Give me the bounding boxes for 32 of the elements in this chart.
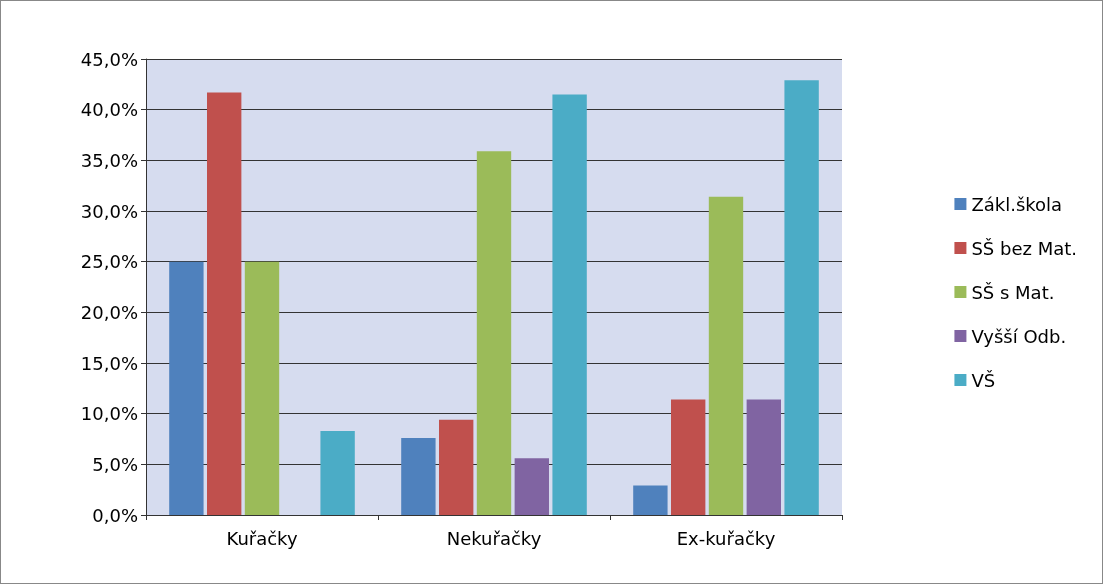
legend-label: VŠ xyxy=(971,369,996,391)
y-tick-label: 5,0% xyxy=(92,453,138,475)
bar xyxy=(514,458,549,515)
y-tick-label: 45,0% xyxy=(80,48,138,70)
y-tick-label: 0,0% xyxy=(92,504,138,526)
bar xyxy=(633,485,668,515)
bar xyxy=(169,261,204,515)
y-tick-label: 15,0% xyxy=(80,352,138,374)
y-tick-label: 20,0% xyxy=(80,301,138,323)
bar xyxy=(552,94,587,515)
y-tick-label: 10,0% xyxy=(80,403,138,425)
y-tick-label: 25,0% xyxy=(80,251,138,273)
y-tick-label: 40,0% xyxy=(80,99,138,121)
bar xyxy=(671,399,706,515)
legend-label: SŠ bez Mat. xyxy=(971,237,1078,259)
legend-label: Vyšší Odb. xyxy=(971,325,1067,347)
bar xyxy=(476,151,512,515)
bar xyxy=(207,92,242,515)
bar xyxy=(244,261,280,515)
bar xyxy=(708,196,744,515)
bar xyxy=(320,430,355,515)
y-tick-label: 35,0% xyxy=(80,149,138,171)
bar xyxy=(439,419,474,515)
bar xyxy=(746,399,781,515)
y-tick-label: 30,0% xyxy=(80,200,138,222)
bar xyxy=(784,80,819,515)
x-tick-label: Ex-kuřačky xyxy=(676,527,776,549)
legend-label: SŠ s Mat. xyxy=(971,281,1055,303)
x-tick-label: Nekuřačky xyxy=(446,527,542,549)
x-tick-label: Kuřačky xyxy=(226,527,298,549)
bar xyxy=(401,437,436,515)
legend-label: Zákl.škola xyxy=(971,193,1063,215)
